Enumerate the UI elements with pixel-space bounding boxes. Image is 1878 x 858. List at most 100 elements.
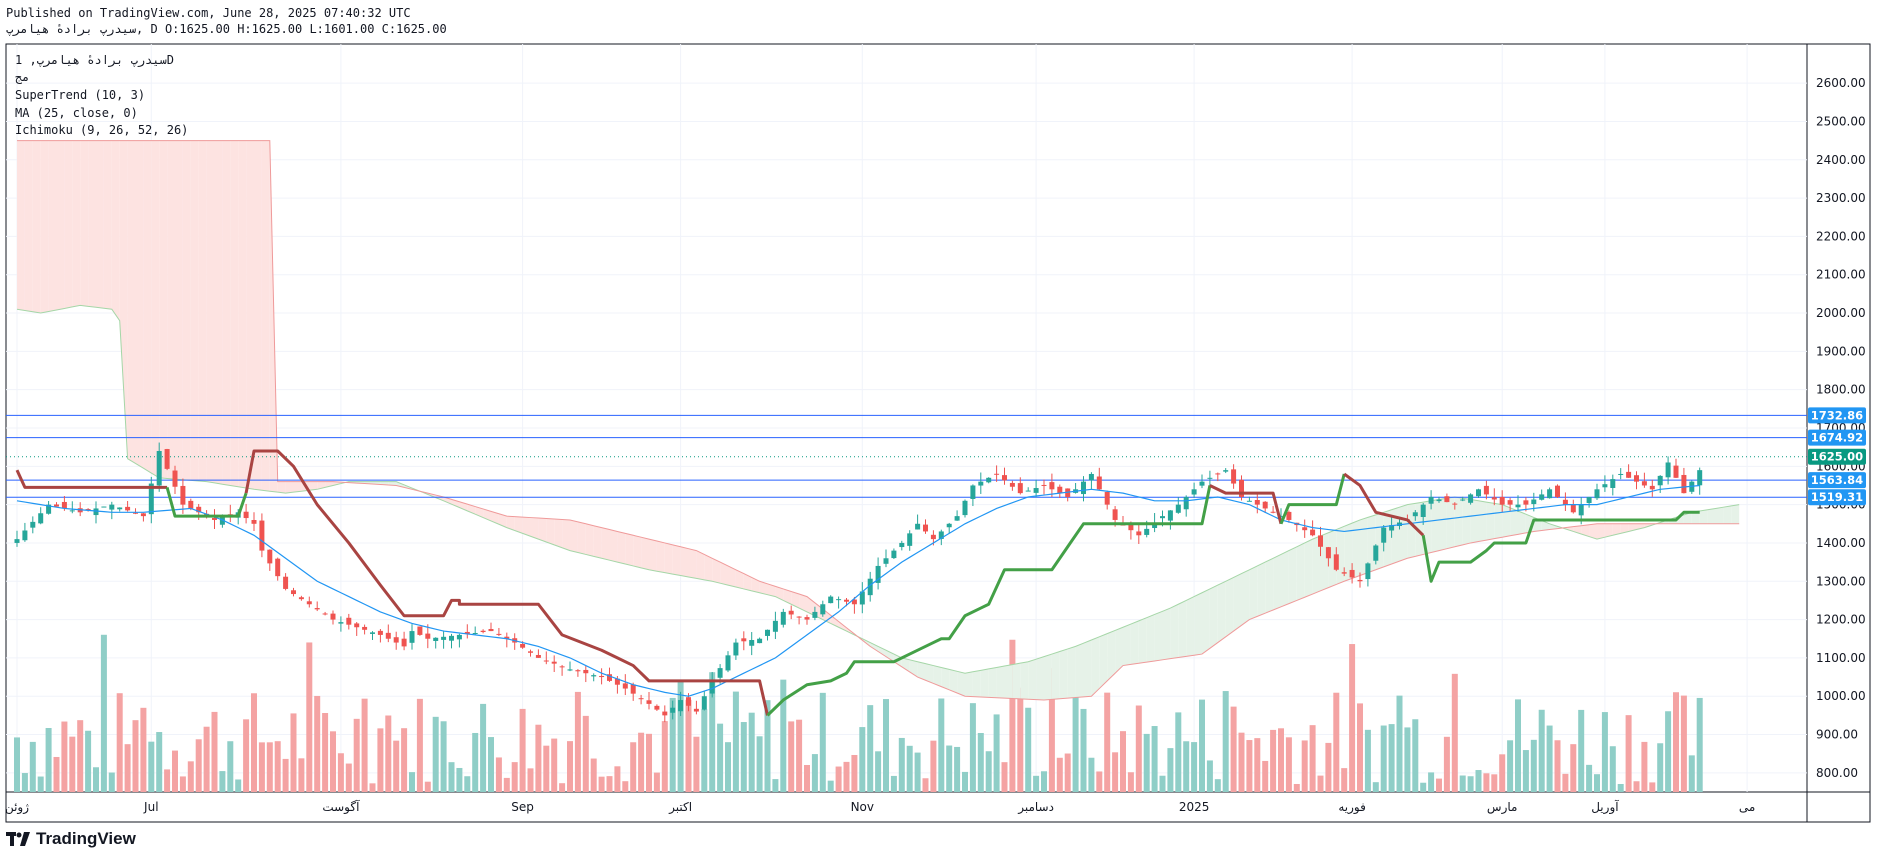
- price-tick-label: 2200.00: [1816, 229, 1866, 243]
- candle-body: [456, 634, 462, 640]
- volume-bar: [1214, 779, 1221, 792]
- candle-body: [1357, 579, 1363, 582]
- ichimoku-cloud-segment: [17, 140, 25, 311]
- candle-body: [1452, 503, 1458, 505]
- volume-bar: [1191, 742, 1198, 792]
- volume-bar: [827, 780, 834, 792]
- ichimoku-cloud-segment: [135, 140, 144, 469]
- volume-bar: [140, 707, 147, 792]
- ichimoku-cloud-segment: [1123, 624, 1131, 666]
- ichimoku-cloud-segment: [704, 554, 713, 582]
- candle-body: [946, 523, 952, 528]
- volume-bar: [1570, 744, 1577, 792]
- candle-body: [1641, 481, 1647, 486]
- candle-body: [1310, 529, 1316, 536]
- candle-body: [1191, 489, 1197, 495]
- candle-body: [1041, 484, 1047, 486]
- ichimoku-cloud-segment: [570, 519, 578, 553]
- supertrend-down: [244, 449, 769, 716]
- ichimoku-cloud-segment: [103, 140, 112, 310]
- volume-bar: [1175, 712, 1182, 792]
- volume-bar: [456, 767, 463, 792]
- volume-bar: [187, 761, 194, 792]
- candle-body: [69, 510, 75, 512]
- candle-body: [1697, 470, 1703, 486]
- ichimoku-cloud-segment: [1083, 640, 1092, 697]
- candle-body: [883, 558, 889, 564]
- candle-body: [646, 700, 652, 704]
- candle-body: [851, 599, 857, 605]
- candle-body: [1673, 465, 1679, 478]
- candle-body: [772, 620, 778, 632]
- ichimoku-cloud-segment: [609, 529, 618, 563]
- candle-body: [923, 524, 928, 532]
- legend-ichimoku[interactable]: Ichimoku (9, 26, 52, 26): [15, 123, 189, 137]
- candle-body: [1057, 486, 1063, 494]
- legend-supertrend[interactable]: SuperTrend (10, 3): [15, 88, 146, 102]
- ichimoku-cloud-segment: [1486, 502, 1495, 541]
- volume-bar: [148, 741, 155, 792]
- volume-bar: [543, 745, 550, 792]
- ichimoku-cloud-segment: [1028, 659, 1037, 700]
- ichimoku-cloud-segment: [159, 140, 168, 479]
- candle-body: [1483, 485, 1489, 495]
- candle-body: [298, 597, 304, 600]
- ichimoku-cloud-segment: [688, 548, 697, 579]
- candle-body: [804, 617, 810, 620]
- candle-body: [741, 638, 747, 642]
- ichimoku-cloud-segment: [1044, 654, 1052, 701]
- candle-body: [322, 613, 328, 615]
- candle-body: [338, 622, 344, 624]
- ichimoku-cloud-segment: [388, 481, 397, 486]
- ichimoku-cloud-segment: [182, 140, 191, 481]
- candle-body: [1381, 527, 1387, 543]
- candle-body: [1286, 511, 1292, 520]
- volume-bar: [551, 738, 558, 792]
- volume-bar: [472, 732, 479, 792]
- candle-body: [1373, 545, 1379, 561]
- ichimoku-cloud-segment: [1518, 511, 1526, 535]
- candle-body: [788, 610, 794, 615]
- candle-body: [1555, 485, 1560, 497]
- volume-bar: [1341, 768, 1348, 792]
- candle-body: [385, 632, 391, 639]
- ichimoku-cloud-segment: [1249, 565, 1258, 620]
- ichimoku-cloud-segment: [1336, 526, 1345, 585]
- ichimoku-cloud-segment: [261, 140, 270, 492]
- ichimoku-cloud-segment: [1510, 507, 1518, 536]
- volume-bar: [1372, 782, 1379, 792]
- candle-body: [733, 642, 739, 656]
- ichimoku-cloud-segment: [1549, 523, 1558, 530]
- volume-bar: [804, 764, 810, 792]
- ma-line: [16, 484, 1700, 697]
- supertrend-down: [1209, 484, 1283, 525]
- volume-bar: [1420, 782, 1427, 792]
- volume-bar: [282, 758, 289, 792]
- candle-body: [125, 506, 131, 511]
- volume-bar: [503, 777, 510, 792]
- ichimoku-cloud-segment: [672, 544, 681, 576]
- candle-body: [899, 542, 905, 548]
- candle-body: [401, 638, 407, 647]
- volume-bar: [53, 756, 60, 792]
- volume-bar: [567, 741, 573, 792]
- candle-body: [1594, 489, 1600, 499]
- candle-body: [1136, 531, 1142, 536]
- volume-bar: [527, 768, 534, 792]
- candle-body: [1223, 470, 1229, 472]
- candle-body: [780, 611, 786, 625]
- candle-body: [30, 521, 36, 528]
- volume-bar: [1451, 673, 1458, 792]
- candle-body: [1160, 516, 1165, 519]
- volume-bar: [1515, 699, 1521, 792]
- legend-ma[interactable]: MA (25, close, 0): [15, 106, 138, 120]
- ichimoku-cloud-segment: [1344, 523, 1353, 582]
- tradingview-logo[interactable]: TradingView: [6, 829, 136, 849]
- volume-bar: [1475, 770, 1482, 792]
- ichimoku-cloud-segment: [1257, 562, 1266, 617]
- ichimoku-cloud-segment: [1178, 600, 1187, 658]
- volume-bar: [1317, 775, 1324, 792]
- ichimoku-cloud-segment: [838, 621, 847, 632]
- candle-body: [796, 616, 802, 618]
